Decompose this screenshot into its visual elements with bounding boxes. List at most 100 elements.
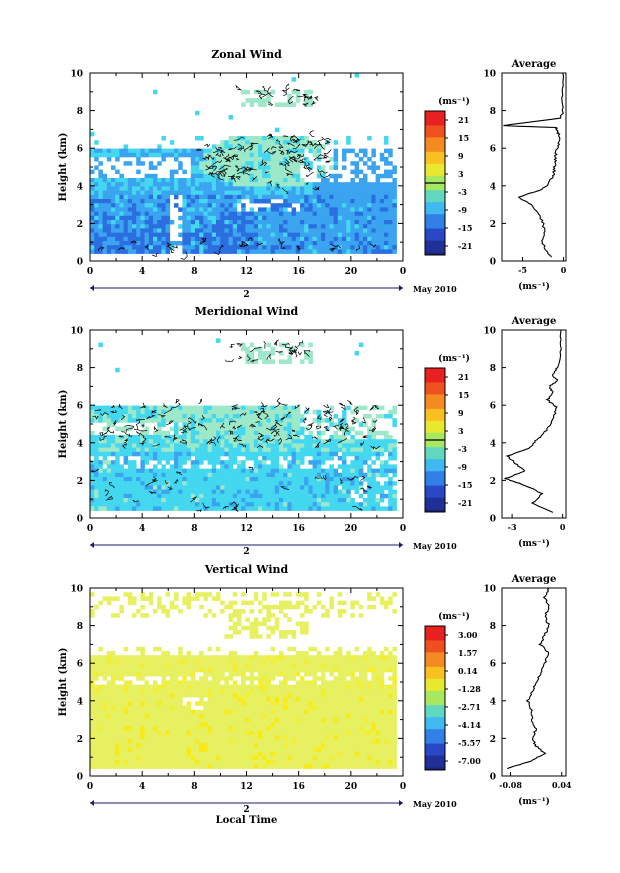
- y-tick-label: 4: [77, 439, 83, 449]
- profile-y-tick-label: 8: [490, 622, 496, 632]
- colorbar-tick-label: -5.57: [458, 738, 481, 748]
- profile-y-tick-label: 4: [490, 439, 496, 449]
- colorbar-tick-label: 15: [458, 133, 469, 143]
- x-tick-label: 16: [292, 524, 305, 534]
- profile-y-tick-label: 8: [490, 364, 496, 374]
- x-tick-label: 4: [139, 267, 145, 277]
- profile-x-tick-label: 0.04: [552, 780, 572, 790]
- y-tick-label: 2: [77, 220, 83, 230]
- x-tick-label: 0: [87, 524, 93, 534]
- colorbar-frame: [424, 625, 446, 771]
- day-axis-arrow: [90, 800, 94, 806]
- y-tick-label: 8: [77, 364, 83, 374]
- colorbar-tick-label: -15: [458, 223, 472, 233]
- colorbar-tick-label: -3: [458, 187, 467, 197]
- average-title: Average: [511, 574, 557, 585]
- profile-x-tick-label: -3: [508, 522, 517, 532]
- x-axis-label: Local Time: [216, 815, 278, 826]
- y-tick-label: 0: [77, 515, 83, 525]
- profile-units: (ms⁻¹): [518, 281, 550, 292]
- profile-y-tick-label: 10: [483, 327, 496, 337]
- profile-y-tick-label: 0: [490, 258, 496, 268]
- colorbar-tick-label: -3: [458, 444, 467, 454]
- y-tick-label: 8: [77, 107, 83, 117]
- x-tick-label: 0: [87, 782, 93, 792]
- heatmap-cells: [90, 73, 397, 254]
- colorbar-units: (ms⁻¹): [438, 611, 470, 622]
- colorbar-tick-label: 21: [458, 115, 469, 125]
- profile-y-tick-label: 0: [490, 515, 496, 525]
- y-tick-label: 10: [70, 585, 83, 595]
- colorbar-tick-label: -1.28: [458, 684, 481, 694]
- profile-frame: [501, 587, 567, 777]
- y-tick-label: 0: [77, 258, 83, 268]
- profile-y-tick-label: 2: [490, 477, 496, 487]
- x-tick-label: 0: [400, 267, 406, 277]
- colorbar: 3.00 1.57 0.14 -1.28 -2.71 -4.14 -5.57 -7.00: [424, 625, 481, 771]
- profile-x-tick-label: -5: [518, 265, 527, 275]
- contour-lines: [90, 339, 381, 513]
- profile-line: [503, 72, 565, 258]
- profile-y-tick-label: 4: [490, 182, 496, 192]
- x-tick-label: 12: [240, 524, 253, 534]
- profile-x-tick-label: -0.08: [499, 780, 522, 790]
- x-tick-label: 16: [292, 782, 305, 792]
- y-tick-label: 0: [77, 773, 83, 783]
- average-profile: Average 0 2 4 6 8 10 -3 0 (ms⁻¹): [483, 316, 567, 549]
- panel-title: Zonal Wind: [211, 48, 282, 61]
- average-title: Average: [511, 316, 557, 327]
- y-axis-label: Height (km): [58, 390, 69, 459]
- x-tick-label: 20: [345, 782, 358, 792]
- colorbar-tick-label: -2.71: [458, 702, 481, 712]
- x-tick-label: 12: [240, 267, 253, 277]
- profile-y-tick-label: 10: [483, 585, 496, 595]
- colorbar-tick-label: 3: [458, 169, 464, 179]
- colorbar-tick-label: 15: [458, 390, 469, 400]
- profile-frame: [501, 329, 567, 519]
- colorbar-tick-label: 9: [458, 408, 464, 418]
- profile-frame: [501, 72, 567, 262]
- profile-units: (ms⁻¹): [518, 538, 550, 549]
- date-label: May 2010: [413, 799, 457, 809]
- profile-x-tick-label: 0: [561, 265, 567, 275]
- colorbar-tick-label: 3: [458, 426, 464, 436]
- colorbar-tick-label: -21: [458, 241, 472, 251]
- profile-y-tick-label: 2: [490, 220, 496, 230]
- profile-y-tick-label: 2: [490, 735, 496, 745]
- day-axis-arrow: [399, 285, 403, 291]
- y-axis-label: Height (km): [58, 133, 69, 202]
- day-label: 2: [243, 805, 249, 815]
- colorbar-tick-label: -9: [458, 205, 467, 215]
- colorbar: 21 15 9 3 -3 -9 -15 -21: [424, 110, 472, 256]
- y-tick-label: 6: [77, 145, 83, 155]
- y-tick-label: 8: [77, 622, 83, 632]
- panel-title: Vertical Wind: [204, 563, 289, 576]
- profile-line: [507, 587, 551, 770]
- x-tick-label: 20: [345, 524, 358, 534]
- y-tick-label: 6: [77, 660, 83, 670]
- colorbar-tick-label: 21: [458, 372, 469, 382]
- colorbar-tick-label: 9: [458, 151, 464, 161]
- colorbar-tick-label: 3.00: [458, 630, 478, 640]
- x-tick-label: 12: [240, 782, 253, 792]
- heatmap-cells: [90, 592, 397, 769]
- colorbar: 21 15 9 3 -3 -9 -15 -21: [424, 367, 472, 513]
- average-profile: Average 0 2 4 6 8 10 -0.08 0.04(ms⁻¹): [483, 574, 571, 807]
- day-label: 2: [243, 547, 249, 557]
- day-axis-arrow: [90, 285, 94, 291]
- x-tick-label: 0: [87, 267, 93, 277]
- x-tick-label: 16: [292, 267, 305, 277]
- y-tick-label: 10: [70, 70, 83, 80]
- colorbar-tick-label: -4.14: [458, 720, 481, 730]
- profile-y-tick-label: 10: [483, 70, 496, 80]
- x-tick-label: 0: [400, 782, 406, 792]
- x-tick-label: 0: [400, 524, 406, 534]
- day-axis-arrow: [399, 542, 403, 548]
- date-label: May 2010: [413, 541, 457, 551]
- colorbar-units: (ms⁻¹): [438, 96, 470, 107]
- profile-y-tick-label: 6: [490, 402, 496, 412]
- x-tick-label: 4: [139, 782, 145, 792]
